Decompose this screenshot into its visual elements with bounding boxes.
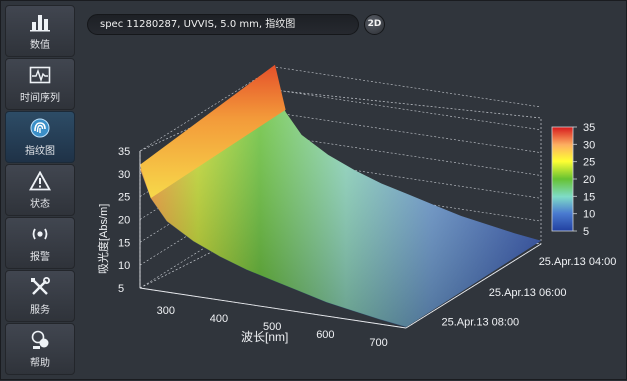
z-gridline (139, 66, 542, 152)
surface-shading (140, 83, 541, 328)
z-gridline (139, 203, 542, 289)
view-2d-toggle-button[interactable]: 2D (364, 14, 385, 35)
sidebar-item-fingerprint[interactable]: 指纹图 (5, 111, 75, 163)
tools-icon (27, 276, 53, 298)
sidebar-item-label: 时间序列 (20, 93, 60, 104)
time-tick-label: 25.Apr.13 06:00 (489, 287, 567, 299)
x-tick-label: 700 (369, 337, 387, 349)
sidebar-item-label: 服务 (30, 305, 50, 316)
fingerprint-icon (27, 117, 53, 139)
sidebar-item-time-series[interactable]: 时间序列 (5, 58, 75, 110)
sidebar-item-label: 数值 (30, 40, 50, 51)
x-tick-label: 400 (210, 313, 228, 325)
x-tick-label: 300 (157, 305, 175, 317)
sidebar-item-status[interactable]: 状态 (5, 164, 75, 216)
x-tick-label: 600 (316, 329, 334, 341)
sidebar-item-alarm[interactable]: 报警 (5, 217, 75, 269)
sidebar-item-label: 指纹图 (25, 146, 55, 157)
alarm-broadcast-icon (27, 223, 53, 245)
help-icon (27, 329, 53, 351)
z-tick-label: 5 (118, 283, 124, 295)
z-gridline (139, 180, 542, 266)
time-tick-label: 25.Apr.13 08:00 (442, 317, 520, 329)
sidebar-item-label: 帮助 (30, 358, 50, 369)
z-tick-label: 25 (118, 192, 130, 204)
sidebar-item-label: 报警 (30, 252, 50, 263)
x-axis-label: 波长[nm] (241, 330, 288, 344)
colorbar-tick-label: 30 (583, 139, 595, 151)
colorbar (551, 126, 574, 232)
x-axis-ticks: 300 400 500 600 700 (33, 292, 388, 381)
sidebar-item-values[interactable]: 数值 (5, 5, 75, 57)
bar-chart-icon (27, 11, 53, 33)
surface-ridge (140, 64, 286, 199)
colorbar-tick-label: 20 (583, 174, 595, 186)
time-axis-line (405, 243, 542, 329)
sidebar-item-label: 状态 (30, 199, 50, 210)
colorbar-tick-label: 5 (583, 226, 589, 238)
x-tick-label: 500 (263, 321, 281, 333)
colorbar-ticks: 35 30 25 20 15 10 5 (573, 122, 595, 238)
sidebar-item-help[interactable]: 帮助 (5, 323, 75, 375)
x-axis-line (139, 287, 407, 329)
pulse-monitor-icon (27, 64, 53, 86)
x-tick-mark (86, 300, 220, 367)
z-tick-label: 15 (118, 237, 130, 249)
x-tick-mark (33, 292, 167, 359)
x-tick-mark (192, 316, 326, 381)
sidebar-item-service[interactable]: 服务 (5, 270, 75, 322)
sidebar-nav: 数值 时间序列 指纹图 (5, 5, 75, 375)
z-tick-label: 20 (118, 215, 130, 227)
warning-triangle-icon (27, 170, 53, 192)
chart-title-bar: spec 11280287, UVVIS, 5.0 mm, 指纹图 (87, 14, 359, 35)
colorbar-tick-label: 10 (583, 209, 595, 221)
z-tick-label: 35 (118, 146, 130, 158)
z-tick-label: 30 (118, 169, 130, 181)
time-axis-ticks: 25.Apr.13 04:00 25.Apr.13 06:00 25.Apr.13 … (442, 256, 617, 329)
z-tick-label: 10 (118, 260, 130, 272)
y-axis-label: 吸光度[Abs/m] (96, 204, 110, 274)
surface-front-edge (139, 169, 407, 328)
z-axis-ticks: 5 10 15 20 25 30 35 (118, 146, 130, 295)
time-tick-label: 25.Apr.13 04:00 (539, 256, 617, 268)
colorbar-tick-label: 35 (583, 122, 595, 134)
colorbar-tick-label: 15 (583, 191, 595, 203)
colorbar-tick-label: 25 (583, 157, 595, 169)
